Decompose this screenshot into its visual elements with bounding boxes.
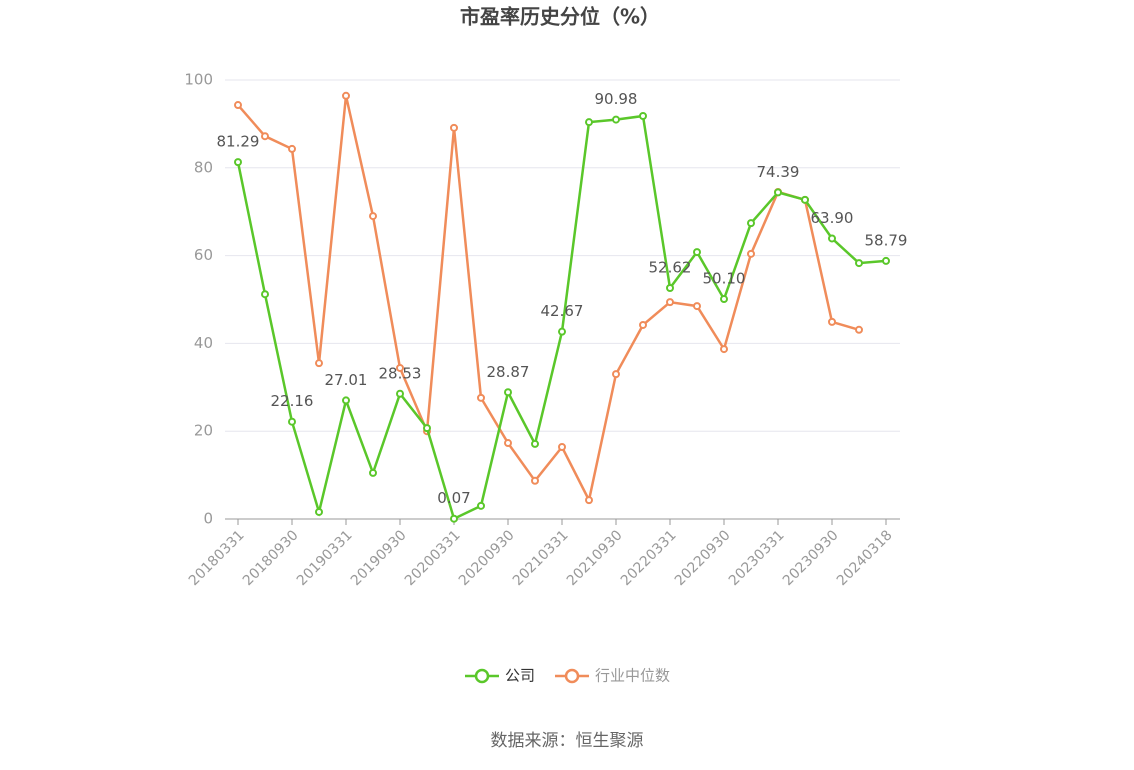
- data-label: 50.10: [703, 270, 746, 288]
- data-point: [342, 396, 350, 405]
- data-point: [558, 327, 566, 336]
- data-point: [369, 468, 377, 477]
- data-point: [666, 298, 674, 307]
- x-tick-label: 20190930: [348, 527, 410, 589]
- data-point: [531, 476, 539, 485]
- data-point: [693, 302, 701, 311]
- data-point: [558, 443, 566, 452]
- data-point: [234, 158, 242, 167]
- chart-title: 市盈率历史分位（%）: [460, 5, 660, 29]
- data-point: [288, 417, 296, 426]
- legend-marker: [474, 668, 490, 684]
- data-point: [639, 111, 647, 120]
- data-point: [774, 188, 782, 197]
- data-point: [261, 132, 269, 141]
- data-point: [450, 123, 458, 132]
- data-point: [612, 370, 620, 379]
- data-point: [261, 290, 269, 299]
- y-tick-label: 80: [194, 158, 213, 176]
- x-tick-label: 20210331: [510, 527, 572, 589]
- data-label: 28.87: [487, 363, 530, 381]
- x-tick-label: 20200930: [456, 527, 518, 589]
- y-tick-label: 60: [194, 246, 213, 264]
- data-point: [828, 234, 836, 243]
- data-point: [828, 317, 836, 326]
- data-point: [612, 115, 620, 124]
- data-label: 74.39: [757, 163, 800, 181]
- y-tick-label: 20: [194, 422, 213, 440]
- data-point: [342, 91, 350, 100]
- x-tick-label: 20180930: [240, 527, 302, 589]
- data-point: [666, 283, 674, 292]
- data-point: [639, 320, 647, 329]
- legend-label: 行业中位数: [595, 667, 670, 685]
- data-point: [531, 439, 539, 448]
- data-point: [504, 388, 512, 397]
- x-tick-label: 20230331: [726, 527, 788, 589]
- data-point: [477, 501, 485, 510]
- data-label: 0.07: [437, 489, 470, 507]
- data-label: 22.16: [271, 392, 314, 410]
- data-point: [315, 359, 323, 368]
- data-point: [504, 439, 512, 448]
- data-label: 81.29: [217, 133, 260, 151]
- x-tick-label: 20240318: [834, 527, 896, 589]
- data-point: [801, 195, 809, 204]
- data-label: 90.98: [595, 90, 638, 108]
- data-point: [396, 389, 404, 398]
- series-line: [237, 95, 860, 504]
- data-point: [450, 514, 458, 523]
- y-tick-label: 0: [203, 510, 213, 528]
- legend-marker: [564, 668, 580, 684]
- y-tick-label: 40: [194, 334, 213, 352]
- x-tick-label: 20220331: [618, 527, 680, 589]
- data-point: [747, 249, 755, 258]
- x-tick-label: 20180331: [186, 527, 248, 589]
- data-point: [855, 325, 863, 334]
- x-tick-label: 20190331: [294, 527, 356, 589]
- data-point: [234, 101, 242, 110]
- data-point: [585, 496, 593, 505]
- data-label: 63.90: [811, 209, 854, 227]
- data-point: [585, 118, 593, 127]
- data-point: [855, 259, 863, 268]
- x-tick-label: 20230930: [780, 527, 842, 589]
- data-point: [720, 345, 728, 354]
- data-label: 58.79: [865, 231, 908, 249]
- x-tick-label: 20200331: [402, 527, 464, 589]
- data-point: [369, 212, 377, 221]
- source: 数据来源：恒生聚源: [491, 731, 644, 751]
- data-point: [477, 393, 485, 402]
- data-label: 27.01: [325, 371, 368, 389]
- data-point: [315, 507, 323, 516]
- legend-label: 公司: [505, 667, 535, 685]
- data-point: [882, 256, 890, 265]
- data-point: [288, 144, 296, 153]
- data-point: [747, 219, 755, 228]
- x-tick-label: 20220930: [672, 527, 734, 589]
- data-label: 42.67: [541, 302, 584, 320]
- data-label: 52.62: [649, 258, 692, 276]
- x-tick-label: 20210930: [564, 527, 626, 589]
- data-point: [720, 295, 728, 304]
- data-point: [396, 363, 404, 372]
- data-point: [423, 424, 431, 433]
- y-tick-label: 100: [184, 71, 213, 89]
- data-point: [693, 248, 701, 257]
- data-label: 28.53: [379, 364, 422, 382]
